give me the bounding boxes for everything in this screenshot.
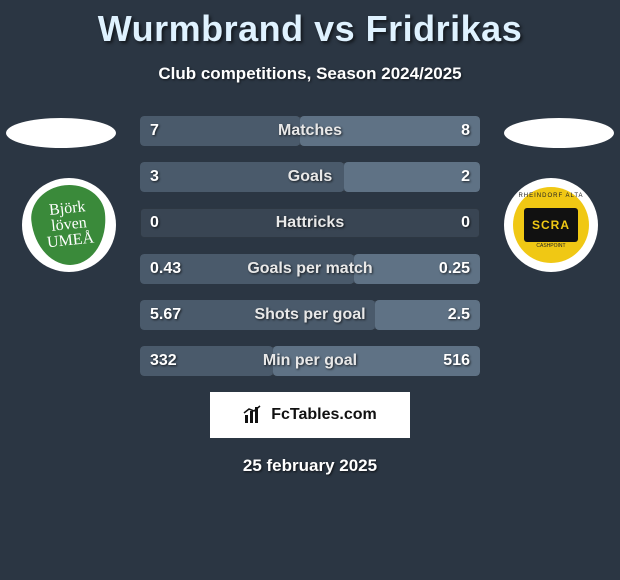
badge-arc-text: RHEINDORF ALTA bbox=[518, 193, 583, 199]
stat-row: 32Goals bbox=[140, 162, 480, 192]
stat-value-left: 0.43 bbox=[140, 254, 191, 284]
chart-icon bbox=[243, 405, 265, 425]
page-subtitle: Club competitions, Season 2024/2025 bbox=[0, 64, 620, 84]
stat-row: 0 0Hattricks bbox=[140, 208, 480, 238]
shadow-oval-right bbox=[504, 118, 614, 148]
badge-sub-text: CASHPOINT bbox=[536, 243, 565, 249]
stat-value-left: 5.67 bbox=[140, 300, 191, 330]
stat-value-left: 0 bbox=[140, 208, 169, 238]
shadow-oval-left bbox=[6, 118, 116, 148]
page-title: Wurmbrand vs Fridrikas bbox=[0, 0, 620, 50]
brand-text: FcTables.com bbox=[271, 406, 377, 424]
stat-value-left: 332 bbox=[140, 346, 187, 376]
date-text: 25 february 2025 bbox=[0, 456, 620, 476]
stat-value-left: 3 bbox=[140, 162, 169, 192]
stat-row: 5.672.5Shots per goal bbox=[140, 300, 480, 330]
stat-value-right: 0 bbox=[451, 208, 480, 238]
stat-bars: 78Matches32Goals00Hattricks0.430.25Goals… bbox=[140, 116, 480, 376]
team-logo-left: Björk löven UMEÅ bbox=[22, 178, 116, 272]
stat-label: Hattricks bbox=[140, 208, 480, 238]
badge-main-text: SCRA bbox=[524, 208, 578, 242]
stat-row: 0.430.25Goals per match bbox=[140, 254, 480, 284]
stat-value-right: 8 bbox=[451, 116, 480, 146]
brand-footer[interactable]: FcTables.com bbox=[210, 392, 410, 438]
team-badge-right: RHEINDORF ALTA SCRA CASHPOINT bbox=[513, 187, 589, 263]
stat-value-right: 0.25 bbox=[429, 254, 480, 284]
bar-fill-left bbox=[140, 162, 344, 192]
stat-value-right: 516 bbox=[433, 346, 480, 376]
stat-row: 78Matches bbox=[140, 116, 480, 146]
stat-row: 332516Min per goal bbox=[140, 346, 480, 376]
team-badge-left: Björk löven UMEÅ bbox=[28, 181, 110, 268]
comparison-panel: Björk löven UMEÅ RHEINDORF ALTA SCRA CAS… bbox=[0, 116, 620, 476]
stat-value-right: 2 bbox=[451, 162, 480, 192]
team-logo-right: RHEINDORF ALTA SCRA CASHPOINT bbox=[504, 178, 598, 272]
stat-value-right: 2.5 bbox=[438, 300, 480, 330]
stat-value-left: 7 bbox=[140, 116, 169, 146]
